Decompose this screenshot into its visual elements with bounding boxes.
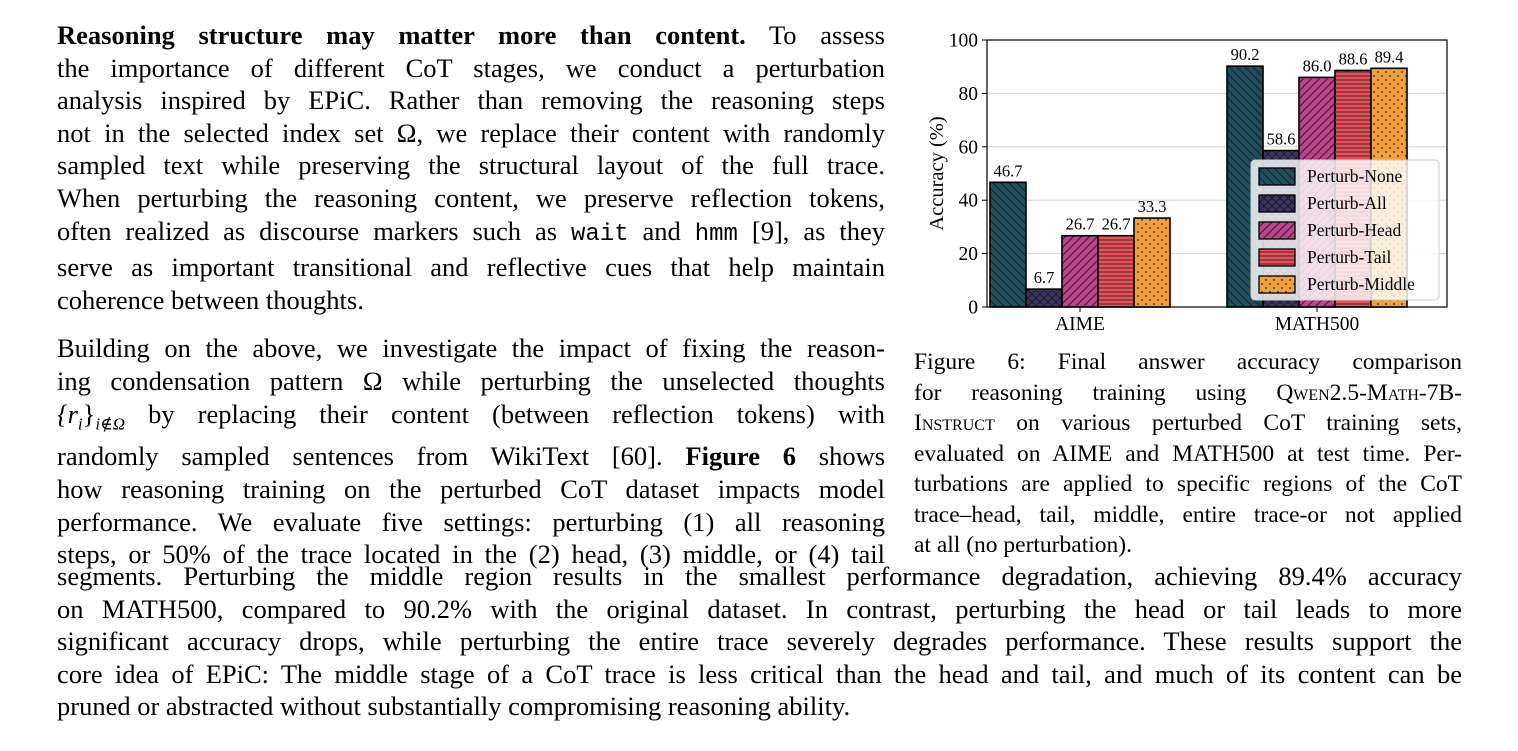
caption-line: evaluated on AIME and MATH500 at test ti…	[914, 440, 1462, 467]
caption-label: Figure 6:	[914, 349, 1026, 375]
text-line: When perturbing the reasoning content, w…	[57, 182, 885, 213]
paragraph-structure: Reasoning structure may matter more than…	[57, 19, 885, 316]
legend-swatch	[1258, 194, 1296, 213]
legend-box	[1250, 159, 1440, 301]
chart-legend: Perturb-None Perturb-All Perturb-Head Pertu…	[1250, 159, 1440, 301]
y-tick-label: 0	[968, 298, 978, 319]
text-line: sampled text while preserving the struct…	[57, 150, 885, 181]
text-span: often realized as discourse markers such…	[57, 215, 571, 246]
bar	[1061, 234, 1099, 308]
continuation-paragraph: segments. Perturbing the middle region r…	[57, 560, 1462, 723]
bar	[1025, 288, 1063, 308]
caption-line: for reasoning training using Qwen2.5-Mat…	[914, 378, 1462, 409]
y-tick-label: 60	[959, 137, 979, 158]
plot-frame	[986, 39, 1448, 308]
text-line: analysis inspired by EPiC. Rather than r…	[57, 85, 885, 116]
bar	[1097, 234, 1135, 308]
accuracy-bar-chart: 46.76.726.7 26.733.390.258.686.0 88.6 89.4 …	[926, 31, 1448, 335]
text-line: serve as important transitional and refl…	[57, 252, 885, 283]
text-line: the importance of different CoT stages, …	[57, 52, 885, 83]
legend-label: Perturb-Head	[1307, 220, 1402, 240]
text-line: not in the selected index set Ω, we repl…	[57, 117, 885, 148]
text-line: often realized as discourse markers such…	[57, 215, 885, 252]
caption-line: Figure 6: Final answer accuracy comparis…	[914, 347, 1462, 378]
text-line: randomly sampled sentences from WikiText…	[57, 440, 885, 473]
bar-data-label: 26.7	[1066, 215, 1095, 234]
text-span: shows	[818, 441, 886, 472]
bar-data-label: 46.7	[994, 161, 1023, 180]
x-tick-label: AIME	[1055, 314, 1105, 335]
bar	[1133, 217, 1171, 308]
text-span: by replacing their content (between refl…	[125, 398, 885, 429]
model-name: Qwen2.5-Math-7B-	[1276, 379, 1462, 406]
y-tick-label: 100	[949, 31, 978, 52]
bar-data-label: 88.6	[1339, 49, 1368, 68]
bar-data-label: 6.7	[1034, 268, 1055, 287]
bar-data-label: 58.6	[1267, 130, 1296, 149]
legend-label: Perturb-All	[1307, 193, 1387, 213]
token-wait: wait	[571, 220, 629, 248]
text-line: coherence between thoughts.	[57, 284, 364, 315]
text-span: [9], as they	[737, 215, 885, 246]
token-hmm: hmm	[694, 220, 738, 248]
y-tick-label: 20	[959, 244, 979, 265]
chart-axes: 0 20 40 60 80 100 AIME MATH500 Accuracy (%)	[926, 31, 1448, 335]
text-span: Final answer accuracy comparison	[1057, 349, 1463, 375]
math-set: {ri}i∉Ω	[57, 398, 125, 433]
text-line: Reasoning structure may matter more than…	[57, 19, 885, 52]
bar-data-label: 86.0	[1303, 56, 1332, 75]
paragraph-heading: Reasoning structure may matter more than…	[57, 20, 746, 50]
y-axis-label: Accuracy (%)	[926, 116, 948, 230]
text-line: performance. We evaluate five settings: …	[57, 506, 885, 537]
figure-caption: Figure 6: Final answer accuracy comparis…	[914, 347, 1462, 561]
legend-label: Perturb-Middle	[1307, 274, 1415, 294]
chart-data-labels: 46.7 6.7 26.7 26.7 33.3 90.2 58.6 86.0 88.6 89.4	[994, 45, 1404, 287]
bar-data-label: 33.3	[1138, 197, 1167, 216]
bar-data-label: 26.7	[1102, 215, 1131, 234]
y-tick-label: 80	[959, 84, 979, 105]
caption-line: at all (no perturbation).	[914, 532, 1132, 558]
text-line: pruned or abstracted without substantial…	[57, 691, 851, 722]
legend-swatch	[1258, 221, 1296, 240]
legend-label: Perturb-Tail	[1307, 247, 1391, 267]
text-span: on various perturbed CoT training sets,	[994, 410, 1462, 436]
legend-swatch	[1258, 167, 1296, 186]
legend-label: Perturb-None	[1307, 166, 1402, 186]
caption-line: trace–head, tail, middle, entire trace-o…	[914, 501, 1462, 528]
paragraph-perturbation: Building on the above, we investigate th…	[57, 332, 885, 570]
bar-data-label: 89.4	[1375, 47, 1404, 66]
figure-reference[interactable]: Figure 6	[685, 441, 796, 472]
text-line: ing condensation pattern Ω while perturb…	[57, 365, 885, 396]
model-name-cont: Instruct	[914, 410, 995, 436]
legend-swatch	[1258, 248, 1296, 267]
text-line: how reasoning training on the perturbed …	[57, 474, 885, 505]
left-column: Reasoning structure may matter more than…	[57, 19, 885, 571]
legend-swatch	[1258, 275, 1296, 294]
text-span: To assess	[768, 20, 885, 50]
text-span: and	[628, 215, 695, 246]
text-span: for reasoning training using	[914, 379, 1277, 406]
bar-data-label: 90.2	[1231, 45, 1260, 64]
y-tick-label: 40	[959, 191, 979, 212]
text-line: Building on the above, we investigate th…	[57, 333, 885, 364]
text-span: randomly sampled sentences from WikiText…	[57, 441, 663, 472]
text-line: {ri}i∉Ω by replacing their content (betw…	[57, 398, 885, 441]
text-line: significant accuracy drops, while pertur…	[57, 626, 1462, 657]
text-line: steps, or 50% of the trace located in th…	[57, 539, 885, 570]
text-line: on MATH500, compared to 90.2% with the o…	[57, 593, 1462, 624]
text-line: core idea of EPiC: The middle stage of a…	[57, 658, 1462, 689]
caption-line: Instruct on various perturbed CoT traini…	[914, 408, 1462, 439]
text-line: segments. Perturbing the middle region r…	[57, 561, 1462, 591]
x-tick-label: MATH500	[1275, 314, 1360, 335]
bar	[989, 181, 1027, 308]
caption-line: turbations are applied to specific regio…	[914, 471, 1462, 497]
